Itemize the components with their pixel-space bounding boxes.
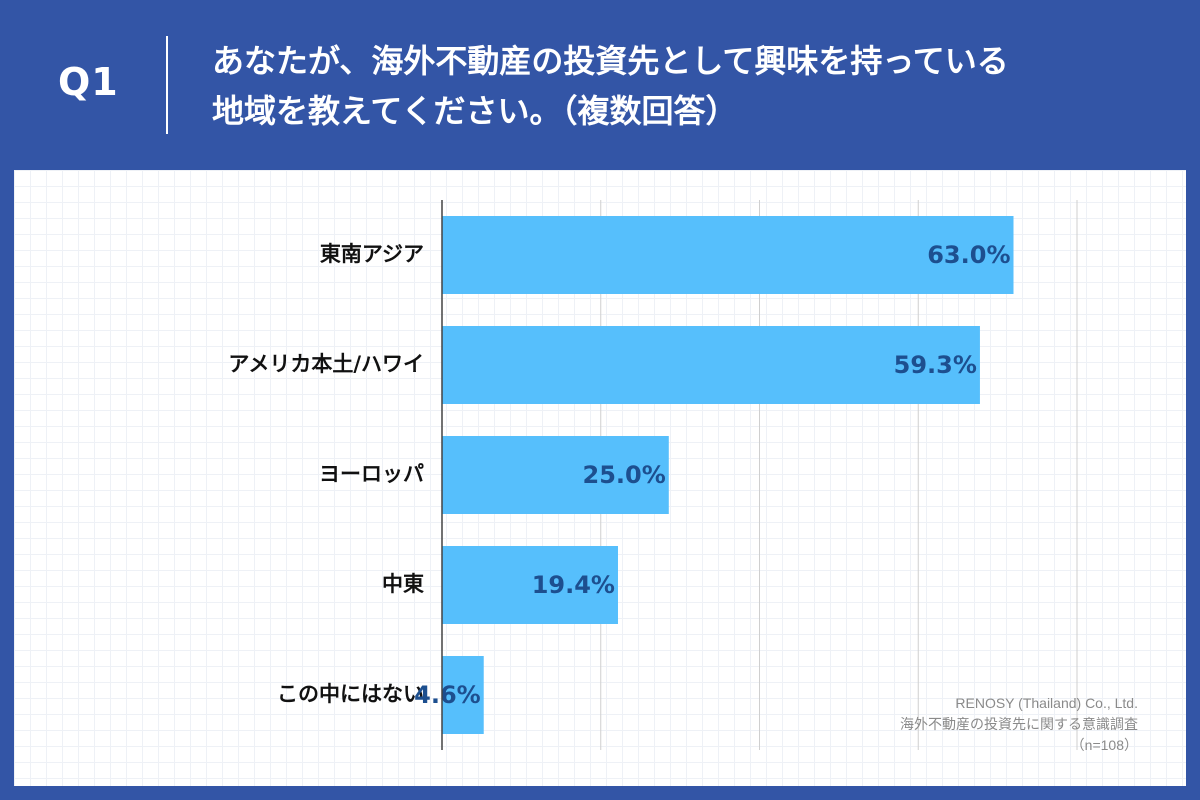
category-label: 中東 <box>382 572 424 596</box>
category-label: ヨーロッパ <box>319 462 424 486</box>
bar <box>442 216 1014 294</box>
value-label: 25.0% <box>583 461 666 489</box>
category-label: 東南アジア <box>320 242 424 266</box>
value-label: 4.6% <box>414 681 481 709</box>
value-label: 63.0% <box>927 241 1010 269</box>
footer-survey-name: 海外不動産の投資先に関する意識調査 <box>900 716 1138 732</box>
question-title: あなたが、海外不動産の投資先として興味を持っている 地域を教えてください。（複数… <box>212 36 1172 136</box>
question-number: Q1 <box>58 60 119 104</box>
footer-sample-size: （n=108） <box>1070 737 1138 753</box>
category-label: この中にはない <box>277 682 424 706</box>
bar <box>442 546 618 624</box>
bar <box>442 656 484 734</box>
footer-company: RENOSY (Thailand) Co., Ltd. <box>955 695 1138 711</box>
bar <box>442 436 669 514</box>
chart-footer: RENOSY (Thailand) Co., Ltd. 海外不動産の投資先に関す… <box>900 693 1138 756</box>
chart-panel: 東南アジア 63.0% アメリカ本土/ハワイ 59.3% ヨーロッパ 25.0% 中東 19.… <box>14 170 1186 786</box>
question-title-line-2: 地域を教えてください。（複数回答） <box>212 92 738 130</box>
header: Q1 あなたが、海外不動産の投資先として興味を持っている 地域を教えてください。… <box>0 0 1200 170</box>
question-title-line-1: あなたが、海外不動産の投資先として興味を持っている <box>212 42 1009 80</box>
bar-chart: 東南アジア 63.0% アメリカ本土/ハワイ 59.3% ヨーロッパ 25.0% 中東 19.… <box>228 200 1078 750</box>
value-label: 59.3% <box>894 351 977 379</box>
bar <box>442 326 980 404</box>
category-label: アメリカ本土/ハワイ <box>228 352 424 376</box>
value-label: 19.4% <box>532 571 615 599</box>
header-divider <box>166 36 168 134</box>
